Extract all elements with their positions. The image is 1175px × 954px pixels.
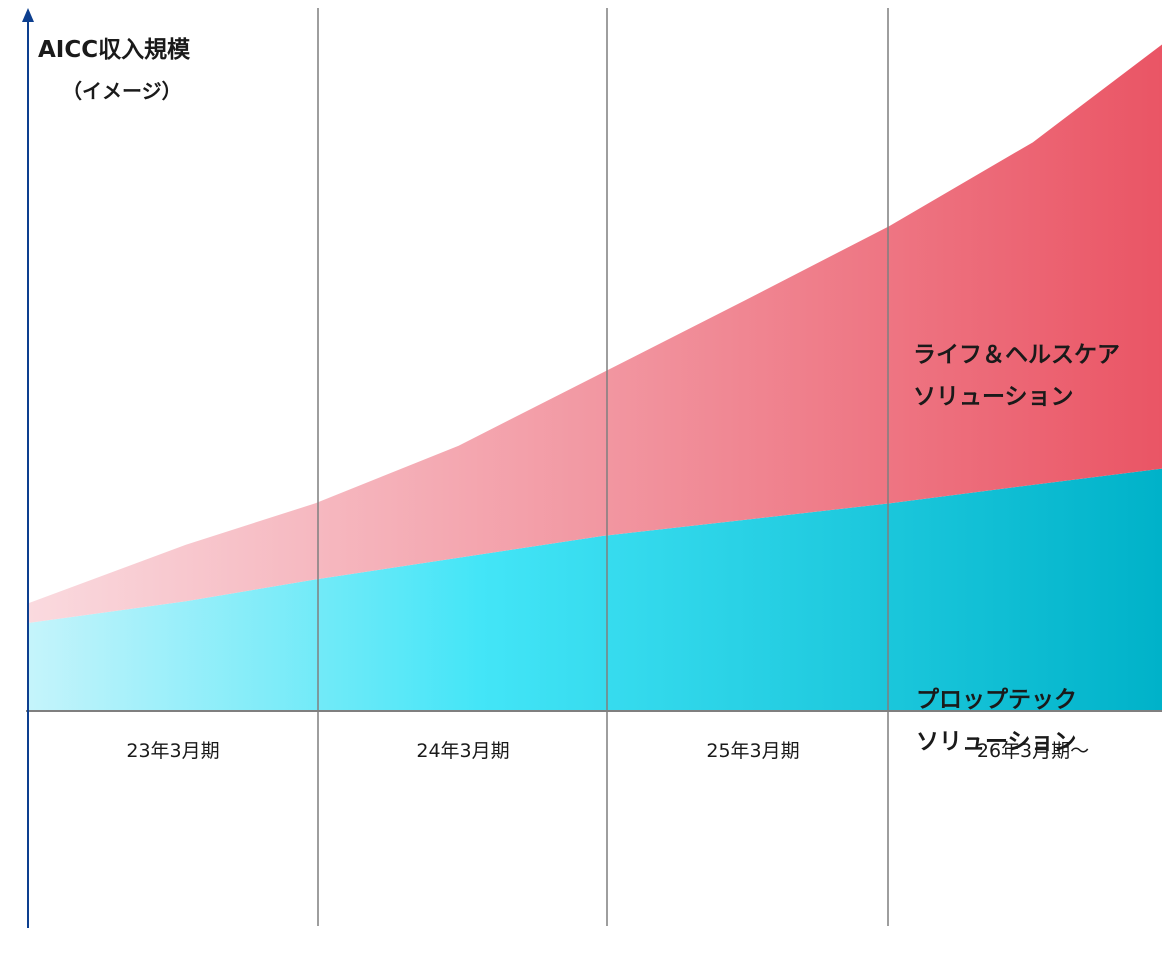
grid-lines — [317, 8, 889, 926]
y-axis-note: （イメージ） — [62, 79, 182, 103]
area-proptech — [28, 468, 1162, 710]
series-label-proptech: プロップテック ソリューション — [916, 687, 1077, 755]
x-tick-label: 25年3月期 — [706, 740, 800, 762]
x-tick-label: 24年3月期 — [416, 740, 510, 762]
x-tick-label: 26年3月期～ — [976, 740, 1090, 762]
area-life-healthcare — [28, 44, 1162, 623]
y-axis-label: AICC収入規模 — [38, 37, 191, 63]
y-axis-arrow-icon — [22, 8, 34, 22]
series-label-life-healthcare: ライフ＆ヘルスケア ソリューション — [913, 342, 1120, 410]
x-tick-label: 23年3月期 — [126, 740, 220, 762]
